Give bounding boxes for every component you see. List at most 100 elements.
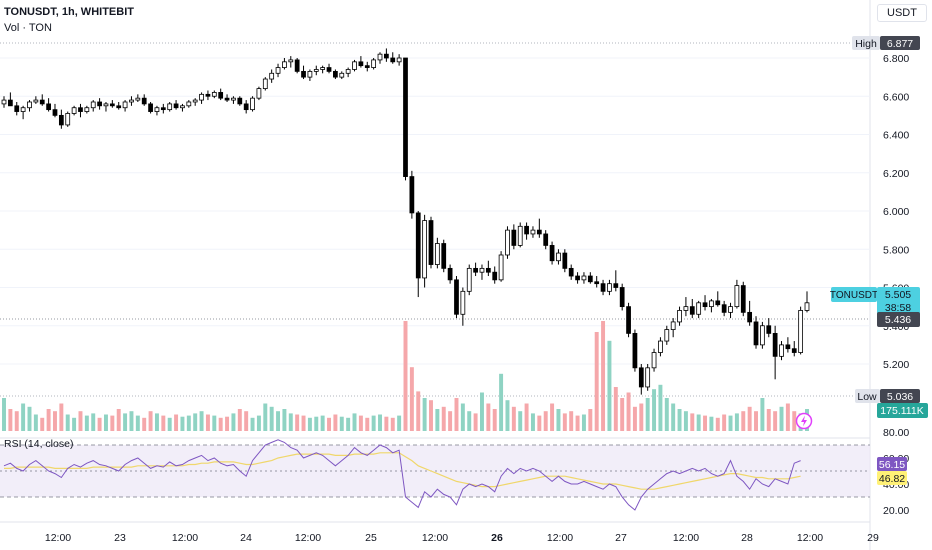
candle[interactable] bbox=[479, 267, 485, 273]
candle[interactable] bbox=[677, 310, 682, 323]
candle[interactable] bbox=[575, 275, 580, 281]
candle[interactable] bbox=[613, 283, 619, 288]
candle[interactable] bbox=[779, 344, 784, 357]
candle[interactable] bbox=[791, 348, 797, 353]
candle[interactable] bbox=[384, 53, 389, 59]
candle[interactable] bbox=[747, 311, 753, 323]
candle[interactable] bbox=[129, 99, 134, 103]
candle[interactable] bbox=[651, 352, 657, 369]
candle[interactable] bbox=[664, 329, 670, 342]
candle[interactable] bbox=[658, 340, 663, 353]
candle[interactable] bbox=[307, 70, 313, 78]
candle[interactable] bbox=[231, 97, 236, 101]
candle[interactable] bbox=[396, 57, 402, 63]
candle[interactable] bbox=[237, 97, 243, 105]
candle[interactable] bbox=[167, 103, 173, 111]
candle[interactable] bbox=[753, 321, 759, 346]
candle[interactable] bbox=[728, 306, 733, 313]
volume-indicator-label[interactable]: Vol · TON bbox=[4, 22, 52, 34]
candle[interactable] bbox=[186, 101, 192, 107]
candle[interactable] bbox=[20, 107, 26, 112]
candle[interactable] bbox=[530, 229, 536, 235]
candle[interactable] bbox=[358, 61, 364, 67]
candle[interactable] bbox=[122, 101, 128, 109]
candle[interactable] bbox=[1, 99, 7, 105]
candle[interactable] bbox=[52, 109, 58, 116]
candle[interactable] bbox=[454, 279, 459, 315]
candle[interactable] bbox=[485, 267, 491, 273]
candle[interactable] bbox=[58, 114, 64, 126]
candle[interactable] bbox=[766, 325, 772, 334]
candle[interactable] bbox=[269, 72, 275, 80]
candle[interactable] bbox=[498, 254, 504, 281]
candle[interactable] bbox=[141, 97, 147, 105]
candle[interactable] bbox=[275, 67, 281, 74]
candle[interactable] bbox=[556, 252, 561, 262]
candle[interactable] bbox=[148, 103, 153, 112]
candle[interactable] bbox=[511, 229, 517, 246]
candle[interactable] bbox=[135, 97, 141, 101]
candle[interactable] bbox=[78, 107, 83, 112]
candle[interactable] bbox=[211, 92, 217, 97]
candle[interactable] bbox=[90, 101, 96, 109]
candle[interactable] bbox=[218, 92, 224, 99]
candle[interactable] bbox=[154, 107, 160, 112]
candle[interactable] bbox=[645, 367, 651, 388]
candle[interactable] bbox=[434, 243, 440, 265]
candle[interactable] bbox=[14, 105, 20, 112]
candle[interactable] bbox=[804, 302, 810, 311]
candle[interactable] bbox=[339, 72, 345, 78]
candle[interactable] bbox=[262, 78, 268, 89]
candle[interactable] bbox=[173, 103, 179, 109]
candle[interactable] bbox=[492, 271, 498, 281]
candle[interactable] bbox=[721, 304, 727, 313]
candle[interactable] bbox=[524, 225, 529, 235]
candle[interactable] bbox=[638, 367, 644, 388]
candle[interactable] bbox=[27, 101, 32, 109]
candle[interactable] bbox=[460, 290, 466, 315]
candle[interactable] bbox=[549, 245, 555, 262]
candle[interactable] bbox=[734, 285, 740, 308]
candle[interactable] bbox=[345, 69, 351, 74]
candle[interactable] bbox=[301, 70, 306, 78]
candle[interactable] bbox=[109, 103, 115, 107]
candle[interactable] bbox=[65, 113, 71, 126]
candle[interactable] bbox=[683, 306, 689, 311]
candle[interactable] bbox=[7, 99, 13, 107]
candle[interactable] bbox=[320, 67, 326, 70]
candle[interactable] bbox=[632, 332, 638, 369]
candle[interactable] bbox=[543, 233, 549, 246]
candle[interactable] bbox=[205, 93, 211, 97]
candle[interactable] bbox=[282, 61, 287, 68]
candle[interactable] bbox=[313, 69, 319, 72]
candle[interactable] bbox=[103, 103, 109, 107]
candle[interactable] bbox=[160, 107, 166, 111]
candle[interactable] bbox=[505, 229, 510, 256]
candle[interactable] bbox=[702, 302, 708, 308]
candle[interactable] bbox=[326, 67, 332, 72]
candle[interactable] bbox=[46, 103, 51, 111]
candle[interactable] bbox=[256, 88, 262, 99]
candle[interactable] bbox=[441, 243, 447, 269]
candle[interactable] bbox=[364, 65, 370, 68]
candle[interactable] bbox=[587, 275, 593, 283]
candle[interactable] bbox=[798, 310, 804, 353]
candle[interactable] bbox=[670, 321, 676, 330]
lightning-icon[interactable] bbox=[795, 412, 813, 430]
candle[interactable] bbox=[288, 59, 294, 63]
candle[interactable] bbox=[517, 225, 523, 246]
candle[interactable] bbox=[447, 267, 453, 281]
candle[interactable] bbox=[377, 53, 383, 61]
candle[interactable] bbox=[594, 281, 600, 285]
candle[interactable] bbox=[607, 283, 612, 292]
candle[interactable] bbox=[715, 300, 721, 306]
candle[interactable] bbox=[403, 57, 408, 177]
currency-selector[interactable]: USDT bbox=[877, 4, 927, 22]
candle[interactable] bbox=[760, 325, 765, 346]
candle[interactable] bbox=[422, 220, 427, 279]
candle[interactable] bbox=[428, 220, 434, 265]
candle[interactable] bbox=[536, 229, 542, 235]
candle[interactable] bbox=[473, 267, 478, 273]
candle[interactable] bbox=[352, 61, 357, 70]
candle[interactable] bbox=[243, 103, 249, 111]
